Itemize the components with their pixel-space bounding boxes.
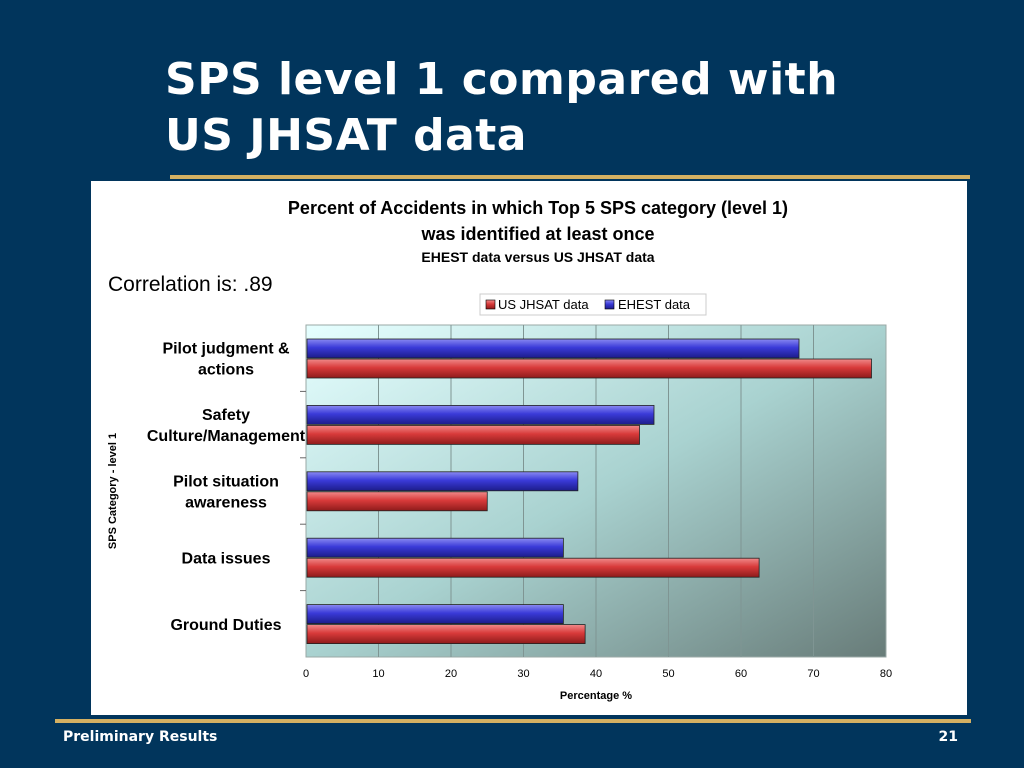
category-label-ground-duties: Ground Duties [170, 617, 281, 634]
bar-us-jhsat-data-safety-culture-management [306, 424, 640, 445]
category-label-line: Safety [202, 407, 250, 424]
correlation-annotation: Correlation is: .89 [108, 273, 273, 296]
category-label-line: awareness [185, 495, 267, 512]
legend-label-ehest: EHEST data [618, 297, 691, 312]
x-tick-label-70: 70 [807, 668, 819, 680]
y-axis-label: SPS Category - level 1 [107, 433, 119, 549]
slide-title-line-2: US JHSAT data [165, 110, 528, 161]
x-tick-label-20: 20 [445, 668, 457, 680]
legend: US JHSAT data EHEST data [479, 293, 707, 316]
page-number: 21 [938, 729, 958, 745]
x-tick-label-10: 10 [372, 668, 384, 680]
category-label-pilot-judgment-actions: Pilot judgment & actions [162, 341, 290, 379]
chart-subtitle: EHEST data versus US JHSAT data [421, 249, 654, 265]
legend-box [479, 293, 707, 316]
x-tick-label-40: 40 [590, 668, 602, 680]
slide-title: SPS level 1 compared with US JHSAT data [165, 52, 965, 164]
category-label-pilot-situation-awareness: Pilot situation awareness [173, 474, 279, 512]
category-label-line: Pilot judgment & [162, 341, 290, 358]
x-tick-label-60: 60 [735, 668, 747, 680]
chart-title-line-1: Percent of Accidents in which Top 5 SPS … [288, 198, 788, 218]
x-tick-label-30: 30 [517, 668, 529, 680]
category-label-line: Ground Duties [170, 617, 281, 634]
title-divider [170, 175, 970, 179]
category-label-data-issues: Data issues [182, 550, 271, 567]
bar-us-jhsat-data-data-issues [306, 557, 760, 578]
bar-chart: Percent of Accidents in which Top 5 SPS … [107, 198, 892, 702]
chart-panel: Percent of Accidents in which Top 5 SPS … [91, 181, 967, 715]
footer-divider [55, 719, 971, 723]
bar-ehest-data-data-issues [306, 537, 564, 558]
bar-ehest-data-ground-duties [306, 604, 564, 625]
bar-ehest-data-pilot-judgment-actions [306, 338, 800, 359]
bar-us-jhsat-data-ground-duties [306, 624, 586, 645]
bar-us-jhsat-data-pilot-situation-awareness [306, 491, 488, 512]
bars [306, 338, 872, 645]
x-tick-label-80: 80 [880, 668, 892, 680]
legend-swatch-us-jhsat [485, 299, 496, 310]
category-label-line: actions [198, 362, 254, 379]
legend-label-us-jhsat: US JHSAT data [498, 297, 589, 312]
x-axis-label: Percentage % [560, 690, 632, 702]
legend-swatch-ehest [604, 299, 615, 310]
bar-us-jhsat-data-pilot-judgment-actions [306, 358, 872, 379]
bar-ehest-data-pilot-situation-awareness [306, 471, 579, 492]
category-label-line: Culture/Management [147, 428, 306, 445]
category-label-line: Data issues [182, 550, 271, 567]
chart-title-line-2: was identified at least once [420, 224, 654, 244]
category-label-safety-culture-management: Safety Culture/Management [147, 407, 306, 445]
category-labels: Pilot judgment & actions Safety Culture/Man… [147, 341, 306, 634]
x-tick-label-0: 0 [303, 668, 309, 680]
x-axis-ticks: 0 10 20 30 40 50 60 70 80 [303, 668, 892, 680]
category-label-line: Pilot situation [173, 474, 279, 491]
footer-label: Preliminary Results [63, 729, 218, 745]
slide-title-line-1: SPS level 1 compared with [165, 54, 839, 105]
bar-ehest-data-safety-culture-management [306, 404, 655, 425]
x-tick-label-50: 50 [662, 668, 674, 680]
